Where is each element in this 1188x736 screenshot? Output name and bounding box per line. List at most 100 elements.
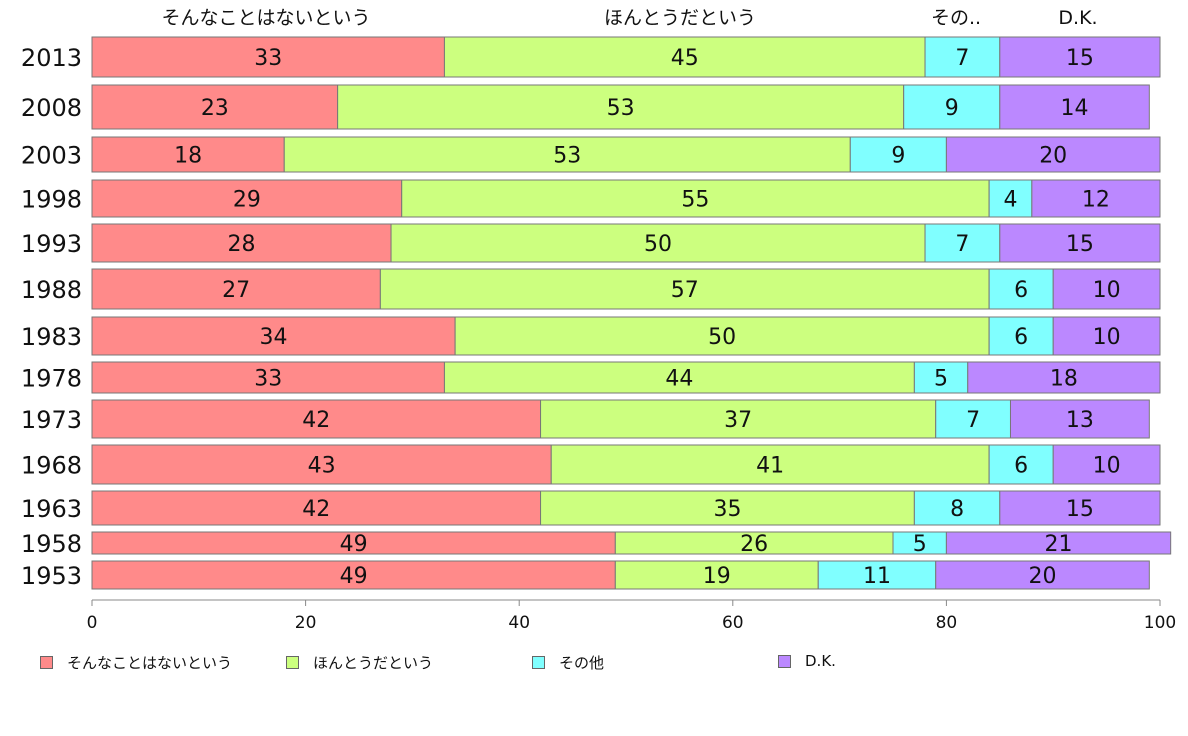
legend-label: D.K. — [805, 652, 836, 670]
bar-segment — [1052, 316, 1161, 356]
bar-segment — [999, 84, 1150, 130]
bar-segment — [540, 490, 915, 526]
bar-segment — [337, 84, 905, 130]
legend-item-sonnakotowanai: そんなことはないという — [40, 652, 232, 673]
data-label: 5 — [913, 532, 927, 557]
bar-segment — [540, 399, 937, 439]
bar-segment — [903, 84, 1001, 130]
top-category-label: そんなことはないという — [161, 7, 370, 29]
bar-segment — [91, 36, 445, 78]
bar-segment — [390, 223, 926, 263]
data-label: 34 — [260, 325, 288, 350]
data-label: 19 — [703, 564, 731, 589]
year-label: 2003 — [21, 142, 82, 170]
bar-segment — [379, 268, 990, 310]
data-label: 42 — [302, 497, 330, 522]
bar-segment — [91, 223, 392, 263]
year-label: 1963 — [21, 495, 82, 523]
bar-segment — [91, 179, 403, 218]
bar-segment — [91, 490, 542, 526]
x-tick-label: 40 — [508, 613, 530, 633]
year-label: 1968 — [21, 452, 82, 480]
data-label: 55 — [681, 188, 709, 213]
year-label: 1998 — [21, 186, 82, 214]
bar-segment — [443, 36, 926, 78]
data-label: 12 — [1082, 188, 1110, 213]
legend-swatch — [286, 656, 299, 669]
year-label: 1988 — [21, 276, 82, 304]
bar-segment — [91, 444, 552, 485]
data-label: 10 — [1093, 278, 1121, 303]
stacked-bar-chart: そんなことはないという ほんとうだという その.. D.K. 2013 33 45 7 152… — [21, 7, 1176, 633]
bar-segment — [945, 531, 1172, 555]
data-label: 23 — [201, 96, 229, 121]
data-label: 9 — [891, 144, 905, 169]
data-label: 14 — [1061, 96, 1089, 121]
x-axis: 0 20 40 60 80 100 — [87, 599, 1176, 633]
data-label: 29 — [233, 188, 261, 213]
data-label: 42 — [302, 408, 330, 433]
legend-swatch — [40, 656, 53, 669]
top-category-label: その.. — [931, 7, 981, 29]
legend-label: その他 — [559, 654, 605, 672]
bar-segment — [999, 36, 1161, 78]
bar-segment — [913, 361, 969, 394]
bar-segment — [924, 223, 1001, 263]
legend: そんなことはないという ほんとうだという その他 D.K. — [40, 652, 1140, 674]
bar-segment — [91, 316, 456, 356]
bar-segment — [1009, 399, 1150, 439]
data-label: 45 — [671, 46, 699, 71]
data-label: 8 — [950, 497, 964, 522]
bar-segment — [401, 179, 990, 218]
bar-segment — [91, 136, 285, 173]
x-tick-label: 0 — [87, 613, 98, 633]
bar-segment — [283, 136, 851, 173]
top-labels: そんなことはないという ほんとうだという その.. D.K. — [161, 7, 1097, 29]
data-label: 11 — [863, 564, 891, 589]
bar-segment — [1031, 179, 1161, 218]
bar-segment — [91, 268, 381, 310]
bar-segment — [999, 490, 1161, 526]
year-label: 1978 — [21, 365, 82, 393]
data-label: 53 — [607, 96, 635, 121]
bar-segment — [988, 444, 1054, 485]
legend-label: そんなことはないという — [67, 654, 233, 672]
data-label: 26 — [740, 532, 768, 557]
bar-segment — [91, 84, 339, 130]
bar-segment — [988, 316, 1054, 356]
data-label: 53 — [553, 144, 581, 169]
data-label: 18 — [174, 144, 202, 169]
legend-item-sonota: その他 — [532, 652, 604, 673]
bar-segment — [967, 361, 1161, 394]
x-tick-label: 80 — [936, 613, 958, 633]
x-tick-label: 100 — [1144, 613, 1176, 633]
data-label: 7 — [955, 46, 969, 71]
data-label: 50 — [644, 232, 672, 257]
data-label: 15 — [1066, 232, 1094, 257]
data-label: 43 — [308, 454, 336, 479]
data-label: 41 — [756, 454, 784, 479]
data-label: 4 — [1003, 188, 1017, 213]
year-label: 1958 — [21, 530, 82, 558]
bar-segment — [913, 490, 1001, 526]
x-tick-label: 20 — [295, 613, 317, 633]
data-label: 28 — [228, 232, 256, 257]
bar-segment — [550, 444, 990, 485]
data-label: 6 — [1014, 325, 1028, 350]
year-label: 1973 — [21, 406, 82, 434]
x-tick-label: 60 — [722, 613, 744, 633]
year-label: 2013 — [21, 44, 82, 72]
data-label: 49 — [340, 532, 368, 557]
data-label: 6 — [1014, 454, 1028, 479]
year-label: 1953 — [21, 562, 82, 590]
data-label: 13 — [1066, 408, 1094, 433]
year-label: 1993 — [21, 230, 82, 258]
data-label: 15 — [1066, 46, 1094, 71]
data-label: 50 — [708, 325, 736, 350]
top-category-label: D.K. — [1058, 7, 1097, 29]
legend-label: ほんとうだという — [313, 654, 434, 672]
bar-segment — [924, 36, 1001, 78]
data-label: 10 — [1093, 454, 1121, 479]
data-label: 7 — [955, 232, 969, 257]
